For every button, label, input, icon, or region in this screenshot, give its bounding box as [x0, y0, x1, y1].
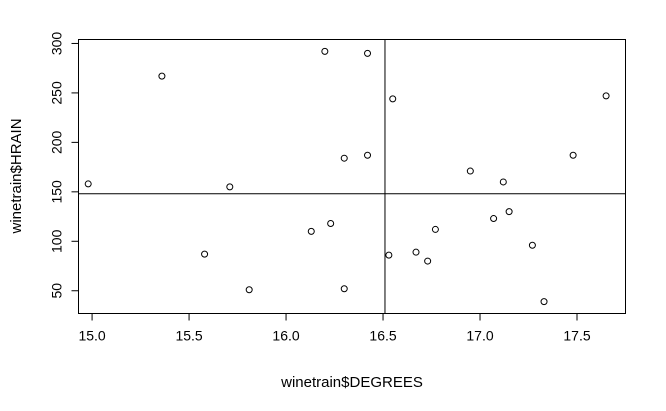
- x-tick-label: 16.5: [369, 328, 396, 344]
- data-point: [499, 178, 507, 186]
- x-tick-label: 15.0: [78, 328, 105, 344]
- x-tick-label: 15.5: [175, 328, 202, 344]
- data-point: [412, 248, 420, 256]
- data-point: [466, 167, 474, 175]
- data-point: [528, 241, 536, 249]
- data-point: [327, 219, 335, 227]
- x-tick-label: 17.0: [466, 328, 493, 344]
- data-point: [340, 285, 348, 293]
- data-point: [340, 154, 348, 162]
- y-tick-label: 200: [49, 130, 65, 154]
- data-point: [389, 95, 397, 103]
- data-point: [364, 151, 372, 159]
- data-point: [307, 227, 315, 235]
- data-point: [424, 257, 432, 265]
- data-point: [245, 286, 253, 294]
- x-axis: 15.0 15.5 16.0 16.5 17.0 17.5: [78, 313, 591, 344]
- y-tick-label: 100: [49, 229, 65, 253]
- data-point: [431, 225, 439, 233]
- reference-lines: [78, 39, 626, 314]
- y-tick-label: 150: [49, 180, 65, 204]
- data-point: [321, 47, 329, 55]
- data-point: [385, 251, 393, 259]
- data-point: [201, 250, 209, 258]
- data-point: [505, 208, 513, 216]
- y-axis-label: winetrain$HRAIN: [8, 118, 25, 234]
- data-point: [226, 183, 234, 191]
- x-tick-label: 16.0: [272, 328, 299, 344]
- x-tick-label: 17.5: [563, 328, 590, 344]
- data-point: [490, 215, 498, 223]
- x-axis-label: winetrain$DEGREES: [280, 374, 423, 391]
- data-point: [602, 92, 610, 100]
- y-tick-label: 300: [49, 32, 65, 56]
- y-axis: 50 100 150 200 250 300: [49, 32, 79, 299]
- y-tick-label: 50: [49, 283, 65, 299]
- y-tick-label: 250: [49, 81, 65, 105]
- data-point: [364, 49, 372, 57]
- data-points: [84, 47, 610, 306]
- data-point: [158, 72, 166, 80]
- data-point: [84, 180, 92, 188]
- data-point: [540, 298, 548, 306]
- plot-frame: [78, 39, 626, 314]
- data-point: [569, 151, 577, 159]
